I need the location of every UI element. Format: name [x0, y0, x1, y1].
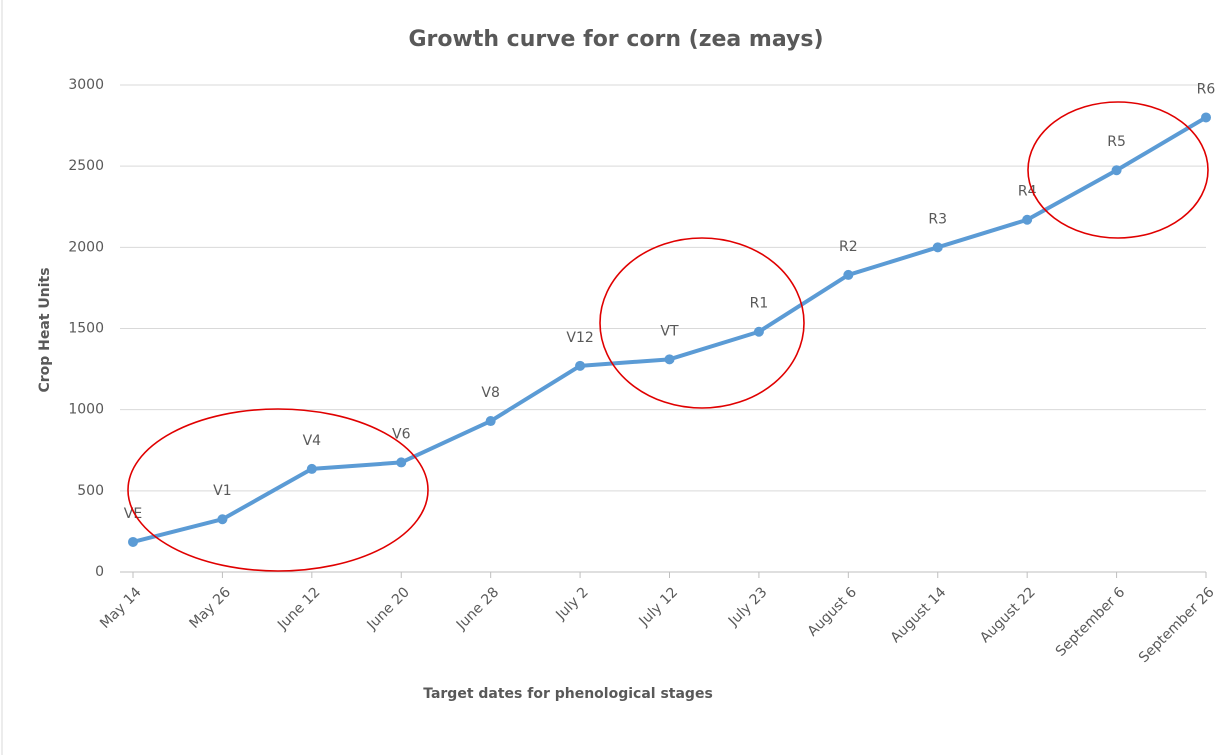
data-point	[664, 354, 675, 365]
y-tick-label: 1500	[68, 321, 104, 337]
data-point	[306, 463, 317, 474]
chart-title: Growth curve for corn (zea mays)	[408, 27, 823, 52]
point-label: R3	[928, 211, 947, 227]
y-tick-label: 3000	[68, 77, 104, 93]
point-label: R2	[839, 239, 858, 255]
data-point	[217, 514, 228, 525]
point-label: VT	[660, 323, 679, 339]
data-point	[932, 242, 943, 253]
highlight-ellipse	[1027, 101, 1209, 239]
data-point	[396, 457, 407, 468]
point-label: R4	[1018, 184, 1037, 200]
point-label: R6	[1197, 81, 1216, 97]
point-label: V1	[213, 483, 231, 499]
y-tick-label: 2500	[68, 158, 104, 174]
highlight-ellipse	[599, 237, 805, 409]
annotations	[127, 101, 1209, 572]
y-axis-title: Crop Heat Units	[37, 267, 53, 392]
highlight-ellipse	[127, 408, 429, 572]
point-label: R1	[750, 296, 769, 312]
point-label: V6	[392, 426, 411, 442]
data-point	[128, 536, 138, 547]
data-point	[1022, 214, 1033, 225]
point-label: VE	[124, 506, 142, 522]
point-label: V4	[303, 433, 322, 449]
point-label: V12	[566, 330, 593, 346]
y-tick-label: 2000	[68, 239, 104, 255]
data-point	[843, 269, 854, 280]
point-label: R5	[1107, 134, 1126, 150]
data-point	[485, 416, 496, 427]
data-point	[1111, 165, 1122, 176]
x-axis-title: Target dates for phenological stages	[423, 686, 713, 702]
point-label: V8	[481, 385, 499, 401]
data-point	[1201, 112, 1211, 123]
data-point	[575, 360, 586, 371]
y-tick-label: 0	[95, 564, 104, 580]
data-point	[753, 326, 764, 337]
y-tick-label: 500	[77, 483, 104, 499]
y-tick-label: 1000	[68, 402, 104, 418]
